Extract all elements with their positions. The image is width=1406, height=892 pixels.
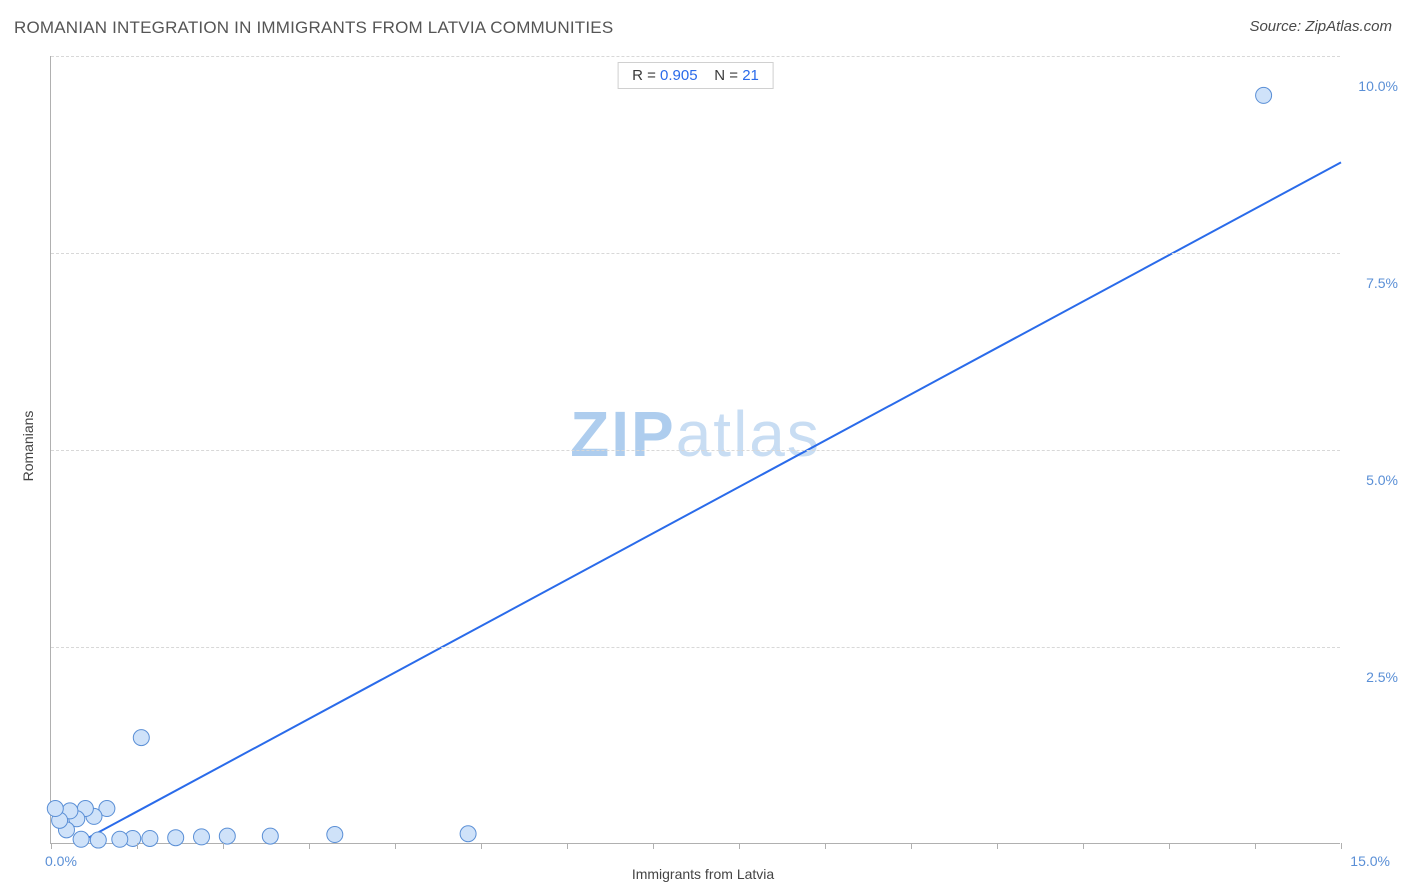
y-axis-label: Romanians	[20, 411, 36, 482]
x-tick	[739, 843, 740, 849]
scatter-point	[262, 828, 278, 844]
x-tick	[1083, 843, 1084, 849]
y-tick-label: 10.0%	[1358, 78, 1398, 94]
x-tick	[1169, 843, 1170, 849]
x-origin-label: 0.0%	[45, 853, 77, 869]
y-tick-label: 5.0%	[1366, 472, 1398, 488]
scatter-point	[219, 828, 235, 844]
x-tick	[567, 843, 568, 849]
scatter-point	[142, 830, 158, 846]
x-tick	[911, 843, 912, 849]
gridline-horizontal	[51, 647, 1340, 648]
x-tick	[51, 843, 52, 849]
scatter-point	[47, 801, 63, 817]
x-tick	[825, 843, 826, 849]
x-tick	[1255, 843, 1256, 849]
x-axis-label: Immigrants from Latvia	[632, 866, 774, 882]
y-tick-label: 7.5%	[1366, 275, 1398, 291]
scatter-point	[112, 831, 128, 847]
x-tick	[309, 843, 310, 849]
chart-source: Source: ZipAtlas.com	[1249, 18, 1392, 35]
gridline-horizontal	[51, 450, 1340, 451]
scatter-point	[73, 831, 89, 847]
x-tick	[997, 843, 998, 849]
x-tick	[481, 843, 482, 849]
chart-title: ROMANIAN INTEGRATION IN IMMIGRANTS FROM …	[14, 18, 613, 38]
x-max-label: 15.0%	[1350, 853, 1390, 869]
x-tick	[653, 843, 654, 849]
gridline-horizontal	[51, 56, 1340, 57]
scatter-point	[168, 830, 184, 846]
x-tick	[395, 843, 396, 849]
x-tick	[223, 843, 224, 849]
scatter-point	[460, 826, 476, 842]
scatter-point	[194, 829, 210, 845]
y-tick-label: 2.5%	[1366, 669, 1398, 685]
scatter-point	[1256, 87, 1272, 103]
scatter-point	[327, 827, 343, 843]
chart-plot-area: R = 0.905 N = 21 ZIPatlas 2.5%5.0%7.5%10…	[50, 56, 1340, 844]
scatter-point	[133, 730, 149, 746]
x-tick	[1341, 843, 1342, 849]
regression-line	[77, 162, 1341, 844]
gridline-horizontal	[51, 253, 1340, 254]
scatter-point	[90, 832, 106, 848]
x-tick	[137, 843, 138, 849]
